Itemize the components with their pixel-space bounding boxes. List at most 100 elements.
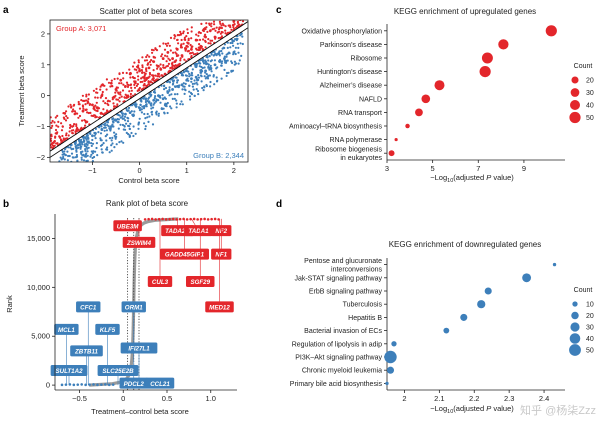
panel-a-red-cloud-point [83,99,86,102]
panel-a-red-cloud-point [114,91,117,94]
panel-a-blue-cloud-point [94,132,97,135]
panel-a-red-cloud-point [96,96,99,99]
panel-a-blue-cloud-point [221,47,224,50]
panel-b-red-gene-box [186,275,215,287]
panel-a-blue-cloud-point [86,159,89,162]
panel-a-red-point [138,69,141,73]
panel-a-blue-cloud-point [59,176,61,178]
panel-a-blue-cloud-point [75,153,78,157]
panel-a-blue-cloud-point [66,159,69,162]
panel-a-blue-cloud-point [143,112,146,116]
panel-a-red-cloud-point [61,125,64,128]
panel-a-blue-cloud-point [185,74,188,77]
panel-a-blue-cloud-point [79,147,82,150]
panel-a-red-cloud-point [72,108,75,111]
panel-a-blue-cloud-point [220,62,223,65]
panel-a-red-cloud-point [209,12,211,14]
panel-a-blue-cloud-point [170,93,173,96]
panel-a-xlabel: Control beta score [118,176,179,185]
panel-a-blue-cloud-point [64,168,66,170]
panel-a-red-cloud-point [162,66,165,69]
panel-a-blue-cloud-point [151,106,155,109]
panel-a-blue-cloud-point [68,163,70,165]
panel-a-blue-cloud-point [141,105,144,108]
panel-a-red-cloud-point [105,78,108,81]
panel-a-red-cloud-point [199,31,202,35]
panel-b-red-gene-label: MED12 [209,304,230,311]
panel-b-tail-red-point [213,217,217,221]
panel-a-red-cloud-point [86,111,89,114]
panel-d-dot [522,273,532,283]
panel-a-blue-cloud-point [176,81,179,84]
panel-a-red-cloud-point [183,38,186,41]
panel-c-category-label: NAFLD [359,96,382,103]
panel-a-red-cloud-point [73,110,77,113]
panel-a-red-cloud-point [53,121,56,124]
panel-a-red-cloud-point [217,30,221,33]
panel-b-tail-blue-point [64,383,68,386]
panel-a-red-cloud-point [212,20,216,23]
panel-a-blue-cloud-point [95,146,98,150]
panel-b-tail-red-point [196,218,199,221]
panel-a-blue-cloud-point [223,55,226,58]
panel-a-blue-cloud-point [113,146,116,149]
panel-d-dot [384,350,397,364]
panel-a-red-cloud-point [53,139,56,143]
panel-a-red-cloud-point [208,22,211,25]
panel-a-blue-cloud-point [115,143,118,146]
panel-a-blue-cloud-point [74,163,76,165]
panel-b-red-gene-box [205,301,234,313]
panel-d-dot [386,366,395,374]
panel-a-blue-cloud-point [119,116,122,119]
panel-a-red-cloud-point [168,44,171,47]
panel-a-blue-cloud-point [202,60,205,63]
panel-a-blue-cloud-point [226,46,229,50]
panel-a-red-cloud-point [173,64,176,68]
panel-a-red-cloud-point [203,27,206,30]
panel-a-group-b-label: Group B: 2,344 [193,151,244,160]
panel-a-red-cloud-point [125,81,129,84]
panel-a-red-point [161,57,165,60]
panel-b-tail-blue-point [88,383,91,386]
panel-a-red-cloud-point [146,63,149,66]
panel-b-blue-gene-box [145,377,175,389]
panel-a-red-cloud-point [85,93,88,96]
panel-a-red-cloud-point [231,24,234,27]
panel-a-blue-cloud-point [210,59,213,62]
panel-a-blue-cloud-point [111,123,114,126]
panel-a-red-cloud-point [149,73,152,76]
panel-a-red-cloud-point [232,1,234,3]
panel-a-red-cloud-point [236,0,238,1]
panel-a-red-cloud-point [104,97,108,100]
panel-a-red-cloud-point [169,49,172,52]
panel-b-blue-gene-label: IFI27L1 [128,346,150,353]
panel-b-blue-gene-label: PDCL2 [124,381,145,388]
panel-a-red-cloud-point [182,42,185,45]
panel-a-blue-cloud-point [190,80,193,83]
panel-a-red-cloud-point [228,24,231,27]
panel-a-red-cloud-point [152,69,155,72]
panel-a-blue-cloud-point [174,85,177,88]
panel-a-red-cloud-point [158,45,161,48]
panel-a-red-cloud-point [204,40,207,44]
panel-a-red-cloud-point [145,85,148,88]
panel-a-blue-cloud-point [106,121,109,124]
panel-a-red-cloud-point [85,99,88,102]
panel-a-blue-cloud-point [188,75,191,78]
panel-a-red-cloud-point [118,82,121,85]
panel-a-group-a-label: Group A: 3,071 [56,24,106,33]
panel-c-legend-dot [570,88,580,97]
panel-d-category-label: Regulation of lipolysis in adip [292,341,382,348]
panel-c-dot [421,94,431,104]
panel-a-blue-cloud-point [139,99,142,102]
panel-a-red-cloud-point [241,15,243,17]
panel-a-red-cloud-point [224,11,226,13]
panel-a-red-cloud-point [238,23,241,26]
panel-a-red-cloud-point [114,94,117,97]
panel-a-blue-cloud-point [206,75,209,78]
panel-a-blue-cloud-point [134,132,137,135]
panel-a-red-cloud-point [94,104,97,107]
panel-a-blue-cloud-point [215,80,219,83]
panel-a-blue-cloud-point [213,83,216,86]
panel-a-blue-cloud-point [197,76,201,79]
